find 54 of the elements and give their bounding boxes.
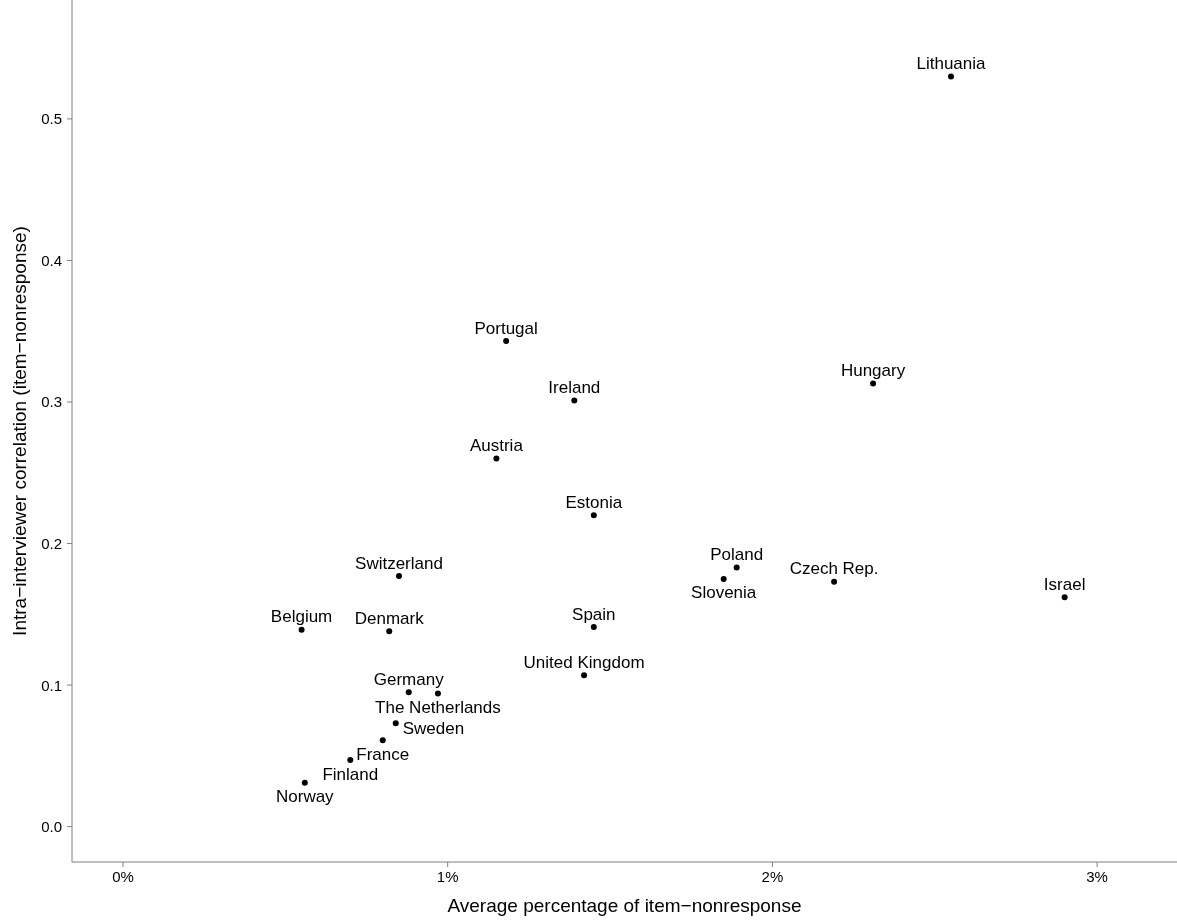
point <box>590 512 597 519</box>
point <box>720 575 727 582</box>
x-axis-title: Average percentage of item−nonresponse <box>447 895 802 916</box>
y-axis-title: Intra−interviewer correlation (item−nonresponse) <box>9 226 30 636</box>
point <box>948 73 954 80</box>
series-label: Austria <box>469 436 524 456</box>
y-tick-label: 0.1 <box>41 676 62 694</box>
series-label: Poland <box>710 545 764 565</box>
series-label: Lithuania <box>916 53 987 73</box>
series-label: Spain <box>572 604 616 624</box>
y-tick-label: 0.5 <box>41 110 62 128</box>
series-label: Estonia <box>565 492 623 512</box>
series-label: Ireland <box>548 378 601 398</box>
series-label: Germany <box>373 669 445 689</box>
series-label: Czech Rep. <box>789 559 879 579</box>
point <box>386 628 393 635</box>
point <box>395 573 402 580</box>
point <box>493 455 500 462</box>
point <box>1061 594 1068 601</box>
point <box>733 564 740 571</box>
point <box>392 720 399 727</box>
series-label: France <box>356 744 410 764</box>
y-tick-label: 0.3 <box>41 393 62 411</box>
y-tick-label: 0.4 <box>41 251 62 269</box>
x-tick-label: 0% <box>112 868 134 885</box>
series-label: Belgium <box>270 607 333 627</box>
point <box>870 380 877 387</box>
x-tick-label: 3% <box>1086 868 1108 885</box>
point <box>405 689 412 696</box>
series-label: Denmark <box>354 608 425 628</box>
point <box>379 737 386 744</box>
series-label: Portugal <box>474 318 538 338</box>
series-label: Israel <box>1043 574 1086 594</box>
series-label: Norway <box>276 787 335 807</box>
y-tick-label: 0.0 <box>41 818 62 836</box>
point <box>347 757 354 764</box>
series-label: Finland <box>322 764 379 784</box>
point <box>434 690 441 697</box>
point <box>298 626 305 633</box>
series-label: Slovenia <box>691 583 757 603</box>
x-tick-label: 1% <box>436 868 459 885</box>
point <box>581 672 588 679</box>
point <box>301 779 308 786</box>
series-label: United Kingdom <box>523 652 645 672</box>
point <box>503 338 510 345</box>
y-tick-label: 0.2 <box>41 535 62 553</box>
point <box>571 397 578 404</box>
series-label: Sweden <box>402 718 465 738</box>
x-tick-label: 2% <box>761 868 784 885</box>
series-label: Switzerland <box>355 553 443 573</box>
point <box>831 578 838 585</box>
series-label: Hungary <box>840 361 906 381</box>
series-label: The Netherlands <box>375 698 501 718</box>
point <box>590 624 597 631</box>
